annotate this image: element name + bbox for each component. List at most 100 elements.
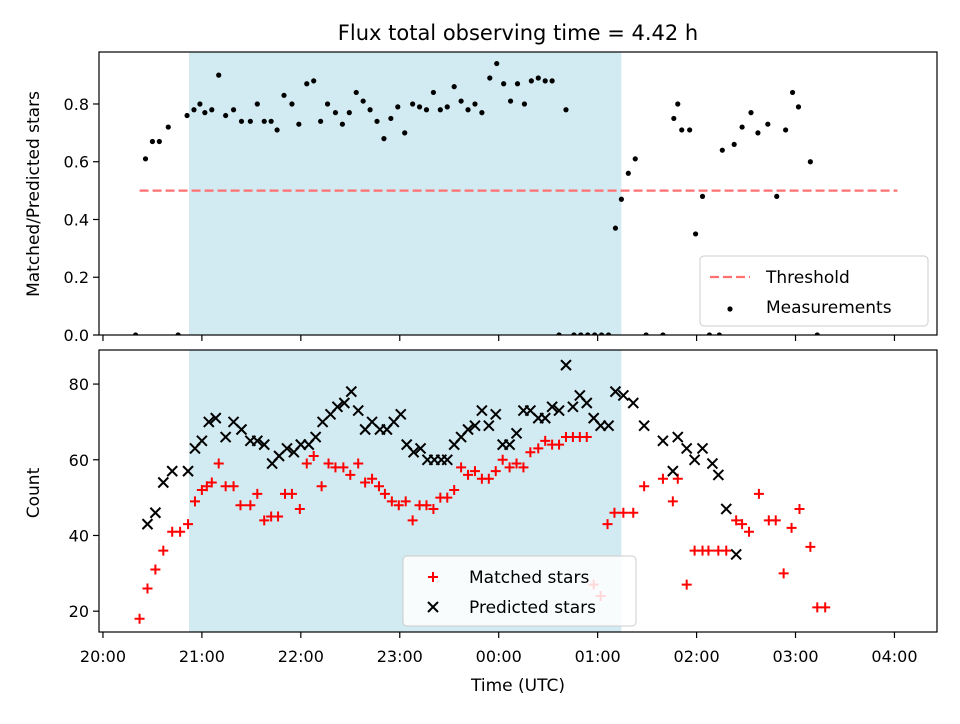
data-point	[556, 332, 562, 335]
data-point	[449, 485, 460, 496]
data-point	[331, 401, 344, 413]
data-point	[688, 454, 701, 466]
data-point	[216, 72, 222, 78]
data-point	[210, 412, 222, 424]
legend-marker	[428, 572, 438, 582]
x-tick-label: 20:00	[80, 647, 126, 666]
panel-count: 20 40 60 80 20:00 21:00 22:00 23:00 00:00 01:00 02…	[69, 349, 938, 666]
data-point	[618, 507, 629, 518]
data-point	[213, 458, 224, 469]
data-point	[465, 107, 471, 113]
data-point	[699, 193, 706, 199]
data-point	[141, 518, 154, 530]
data-point	[367, 107, 373, 113]
data-point	[428, 503, 439, 514]
data-point	[202, 110, 208, 116]
data-point	[339, 121, 345, 127]
legend-label: Matched stars	[469, 568, 589, 588]
data-point	[739, 124, 745, 130]
data-point	[230, 107, 237, 113]
y-tick-label: 60	[69, 451, 89, 470]
data-point	[719, 147, 725, 153]
x-tick-label: 03:00	[772, 647, 818, 666]
data-point	[175, 332, 181, 335]
data-point	[494, 60, 500, 67]
data-point	[525, 447, 536, 458]
data-point	[774, 193, 780, 199]
data-point	[414, 442, 427, 455]
data-point	[805, 541, 816, 552]
data-point	[540, 435, 551, 446]
data-point	[158, 545, 169, 556]
data-point	[748, 110, 754, 116]
data-point	[744, 526, 755, 537]
data-point	[571, 332, 577, 335]
data-point	[479, 110, 485, 116]
data-point	[294, 503, 305, 514]
data-point	[753, 488, 764, 499]
data-point	[706, 332, 713, 335]
data-point	[487, 75, 493, 81]
x-tick-label: 04:00	[871, 647, 917, 666]
y-tick-label: 40	[69, 526, 89, 545]
data-point	[304, 81, 310, 87]
series-predicted-stars	[141, 359, 742, 561]
data-point	[518, 462, 529, 473]
y-tick-label: 0.8	[64, 95, 89, 114]
data-point	[235, 500, 246, 511]
data-point	[618, 196, 624, 202]
data-point	[472, 101, 478, 107]
data-point	[592, 332, 598, 335]
data-point	[617, 389, 630, 402]
legend-label: Predicted stars	[469, 598, 596, 618]
data-point	[156, 138, 162, 145]
data-point	[612, 225, 619, 231]
data-point	[400, 496, 411, 507]
top-y-axis-label: Matched/Predicted stars	[24, 91, 44, 297]
data-point	[553, 404, 565, 417]
data-point	[483, 473, 494, 484]
data-point	[175, 526, 186, 537]
observing-shaded-span	[189, 52, 622, 335]
data-point	[223, 112, 229, 119]
data-point	[259, 515, 270, 526]
data-point	[309, 431, 322, 443]
data-point	[720, 503, 732, 515]
data-point	[625, 170, 631, 176]
y-tick-label: 0.2	[64, 268, 89, 287]
legend-label: Measurements	[766, 298, 892, 318]
data-point	[657, 435, 669, 447]
data-point	[407, 446, 420, 458]
legend-marker	[727, 306, 733, 312]
y-tick-label: 0.0	[64, 326, 89, 345]
data-point	[142, 156, 149, 162]
data-point	[345, 469, 356, 480]
data-point	[360, 98, 366, 104]
data-point	[338, 462, 349, 473]
data-point	[602, 419, 615, 432]
data-point	[444, 104, 450, 110]
data-point	[609, 507, 620, 518]
data-point	[783, 127, 789, 133]
data-point	[421, 500, 432, 511]
plot-layer: 0.0 0.2 0.4 0.6 0.8 Threshold Measurements 20 40…	[64, 51, 938, 666]
data-point	[332, 110, 339, 116]
data-point	[209, 107, 215, 113]
data-point	[247, 118, 253, 124]
data-point	[258, 438, 270, 451]
data-point	[374, 118, 380, 124]
data-point	[692, 231, 699, 237]
data-point	[706, 457, 719, 470]
data-point	[437, 107, 443, 113]
data-point	[671, 115, 677, 122]
data-point	[521, 101, 528, 107]
data-point	[789, 89, 796, 96]
x-tick-label: 02:00	[674, 647, 720, 666]
series-measurements	[133, 60, 820, 335]
data-point	[166, 465, 178, 477]
data-point	[228, 481, 239, 492]
data-point	[281, 442, 293, 455]
plot-area	[133, 60, 898, 335]
data-point	[134, 613, 145, 624]
